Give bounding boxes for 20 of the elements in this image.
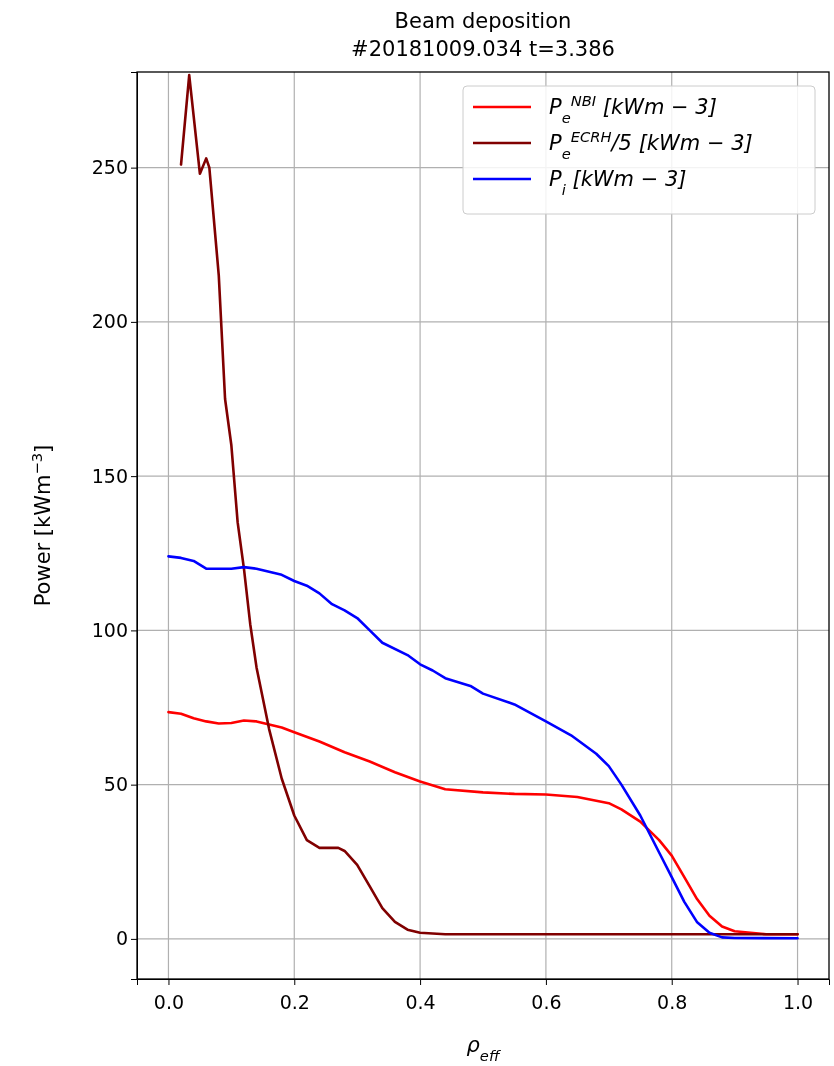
chart-title: Beam deposition [394,9,572,33]
legend-label: P$_{i}$ [kWm − 3] [549,167,687,198]
x-tick-label: 0.6 [531,990,562,1013]
x-tick-label: 0.8 [657,990,688,1013]
legend-label: P$_{e}$$^{NBI}$ [kWm − 3] [549,91,717,126]
x-tick-label: 1.0 [782,990,814,1013]
x-axis-title: ρ$_{eff}$ [466,1033,501,1064]
y-tick-label: 250 [91,156,128,179]
y-tick-label: 0 [115,927,128,950]
chart-subtitle: #20181009.034 t=3.386 [351,37,615,61]
y-tick-label: 200 [91,310,128,333]
y-tick-label: 100 [91,618,128,641]
legend-label: P$_{e}$$^{ECRH}$/5 [kWm − 3] [549,127,753,162]
x-tick-label: 0.2 [279,990,310,1013]
x-tick-label: 0.0 [153,990,185,1013]
y-tick-label: 150 [91,464,128,487]
line-series [179,73,799,936]
line-series [167,555,799,940]
y-tick-label: 50 [103,773,128,796]
x-tick-label: 0.4 [405,990,436,1013]
